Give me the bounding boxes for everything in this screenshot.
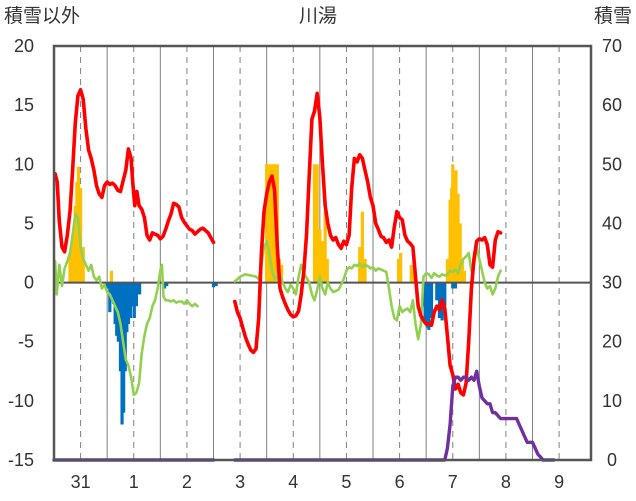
precipitation-bars bbox=[68, 164, 467, 425]
right-tick-label: 70 bbox=[602, 36, 622, 56]
precip-bar bbox=[323, 211, 327, 283]
precip-bar bbox=[81, 247, 85, 283]
precip-bar bbox=[458, 223, 462, 283]
precip-bar bbox=[162, 282, 167, 289]
precip-bar bbox=[267, 164, 271, 283]
temperature-line bbox=[53, 88, 503, 397]
left-tick-label: -15 bbox=[8, 450, 34, 470]
left-tick-label: -5 bbox=[18, 332, 34, 352]
precip-bar bbox=[165, 282, 169, 287]
precip-bar bbox=[105, 282, 109, 289]
right-axis-title: 積雪 bbox=[594, 5, 632, 27]
precip-bar bbox=[445, 258, 450, 283]
plot-frame bbox=[52, 44, 593, 462]
precip-bar bbox=[451, 282, 455, 289]
x-tick-label: 31 bbox=[71, 472, 91, 492]
precip-bar bbox=[279, 264, 284, 283]
precip-bar bbox=[320, 241, 325, 283]
precip-bar bbox=[462, 270, 467, 283]
precip-bar bbox=[325, 258, 329, 283]
precip-bar bbox=[109, 270, 114, 283]
precip-bar bbox=[363, 258, 367, 283]
right-tick-label: 40 bbox=[602, 213, 622, 233]
snow-line bbox=[52, 369, 556, 462]
precip-bar bbox=[138, 282, 142, 295]
precip-bar bbox=[312, 164, 317, 283]
precip-bar bbox=[315, 164, 319, 283]
precip-bar bbox=[456, 193, 460, 283]
x-tick-label: 1 bbox=[129, 472, 139, 492]
precip-bar bbox=[423, 282, 427, 324]
x-tick-label: 4 bbox=[288, 472, 298, 492]
x-tick-label: 2 bbox=[182, 472, 192, 492]
precip-bar bbox=[214, 282, 218, 287]
right-axis-ticks: 70 60 50 40 30 20 10 0 bbox=[602, 36, 622, 470]
dewpoint-line bbox=[53, 212, 502, 397]
left-tick-label: -10 bbox=[8, 391, 34, 411]
precip-bar bbox=[409, 264, 413, 283]
right-tick-label: 30 bbox=[602, 273, 622, 293]
precip-bar bbox=[128, 282, 133, 319]
left-tick-label: 5 bbox=[24, 213, 34, 233]
precip-bar bbox=[454, 170, 458, 283]
left-tick-label: 15 bbox=[14, 95, 34, 115]
right-tick-label: 0 bbox=[607, 450, 617, 470]
precip-bar bbox=[68, 253, 72, 283]
precip-bar bbox=[435, 282, 439, 301]
right-tick-label: 50 bbox=[602, 154, 622, 174]
precip-bar bbox=[126, 282, 131, 324]
precip-bar bbox=[271, 164, 275, 283]
precip-bar bbox=[132, 282, 136, 319]
right-tick-label: 20 bbox=[602, 332, 622, 352]
left-axis-title: 積雪以外 bbox=[4, 5, 80, 27]
precip-bar bbox=[437, 282, 442, 319]
precip-bar bbox=[453, 282, 458, 289]
precip-bar bbox=[318, 229, 322, 283]
precip-bar bbox=[399, 253, 403, 283]
series-lines bbox=[52, 88, 556, 462]
left-tick-label: 10 bbox=[14, 154, 34, 174]
precip-bar bbox=[460, 258, 464, 283]
x-tick-label: 6 bbox=[395, 472, 405, 492]
left-tick-label: 20 bbox=[14, 36, 34, 56]
precip-bar bbox=[443, 282, 447, 307]
x-tick-label: 7 bbox=[448, 472, 458, 492]
precip-bar bbox=[429, 282, 434, 319]
precip-bar bbox=[396, 258, 401, 283]
chart-title: 川湯 bbox=[299, 5, 337, 27]
x-tick-label: 9 bbox=[554, 472, 564, 492]
precip-bar bbox=[360, 211, 364, 283]
precip-bar bbox=[411, 270, 416, 283]
x-axis-ticks: 31 1 2 3 4 5 6 7 8 9 bbox=[71, 472, 565, 492]
right-tick-label: 10 bbox=[602, 391, 622, 411]
right-tick-label: 60 bbox=[602, 95, 622, 115]
precip-bar bbox=[71, 235, 75, 283]
precip-bar bbox=[269, 164, 273, 283]
precip-bar bbox=[265, 164, 269, 283]
left-tick-label: 0 bbox=[24, 273, 34, 293]
precip-bar bbox=[211, 282, 216, 288]
x-tick-label: 5 bbox=[341, 472, 351, 492]
precip-bar bbox=[427, 282, 431, 330]
x-tick-label: 8 bbox=[501, 472, 511, 492]
x-tick-label: 3 bbox=[235, 472, 245, 492]
precip-bar bbox=[109, 282, 114, 297]
left-axis-ticks: 20 15 10 5 0 -5 -10 -15 bbox=[8, 36, 34, 470]
